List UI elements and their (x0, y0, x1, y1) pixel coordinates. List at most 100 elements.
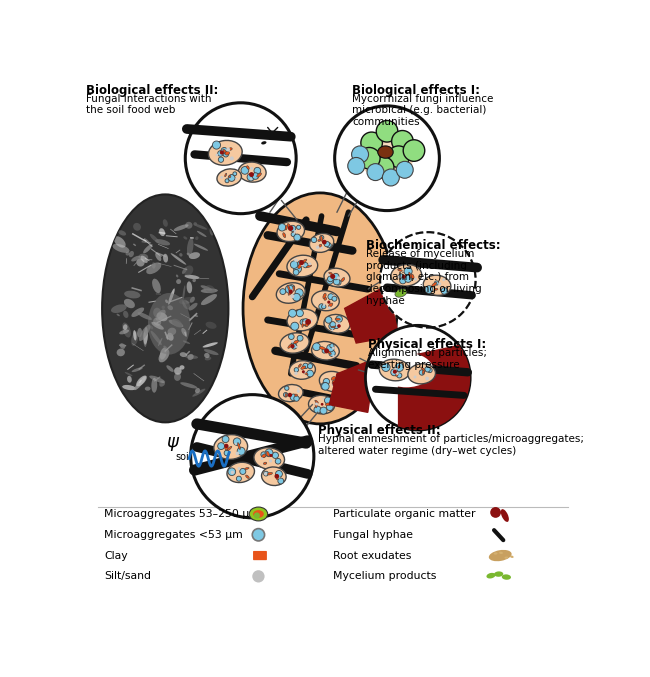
Ellipse shape (311, 341, 339, 360)
Circle shape (396, 161, 413, 178)
Circle shape (228, 468, 236, 475)
Ellipse shape (152, 279, 161, 293)
Circle shape (228, 175, 235, 181)
Circle shape (218, 151, 224, 156)
Circle shape (328, 294, 334, 300)
Ellipse shape (494, 552, 497, 554)
Circle shape (398, 274, 404, 279)
Ellipse shape (380, 359, 410, 381)
Circle shape (337, 276, 340, 280)
Circle shape (237, 447, 245, 455)
Ellipse shape (332, 380, 335, 383)
Ellipse shape (409, 272, 411, 278)
Circle shape (325, 317, 332, 323)
Ellipse shape (421, 367, 425, 371)
Ellipse shape (163, 345, 168, 352)
Ellipse shape (341, 278, 344, 282)
Ellipse shape (205, 285, 215, 294)
Circle shape (237, 476, 241, 481)
Ellipse shape (311, 290, 339, 311)
Circle shape (367, 164, 384, 181)
Circle shape (275, 458, 281, 464)
Circle shape (218, 157, 224, 162)
Ellipse shape (204, 349, 218, 355)
Ellipse shape (276, 283, 306, 303)
Text: Physical effects I:: Physical effects I: (368, 338, 486, 351)
Circle shape (332, 297, 337, 301)
Circle shape (365, 326, 470, 430)
Ellipse shape (124, 299, 135, 308)
Circle shape (247, 173, 255, 181)
Circle shape (224, 443, 229, 448)
Circle shape (222, 436, 229, 443)
Ellipse shape (315, 400, 318, 403)
Polygon shape (398, 343, 470, 430)
Ellipse shape (151, 330, 162, 345)
Ellipse shape (131, 332, 138, 346)
Ellipse shape (229, 175, 231, 178)
Text: Biological effects I:: Biological effects I: (352, 83, 480, 97)
Circle shape (307, 370, 313, 377)
Circle shape (404, 267, 412, 276)
Circle shape (289, 334, 294, 339)
Circle shape (338, 322, 341, 325)
Circle shape (394, 368, 396, 371)
Ellipse shape (285, 393, 287, 397)
Circle shape (332, 381, 338, 387)
Ellipse shape (280, 333, 309, 353)
Ellipse shape (306, 323, 308, 327)
Ellipse shape (127, 376, 132, 383)
Ellipse shape (123, 311, 129, 318)
Circle shape (326, 404, 333, 410)
Circle shape (490, 507, 501, 518)
Ellipse shape (486, 573, 495, 579)
Circle shape (303, 321, 306, 324)
Ellipse shape (329, 272, 332, 274)
Circle shape (285, 285, 294, 293)
Circle shape (393, 370, 397, 374)
Circle shape (352, 146, 369, 163)
Ellipse shape (184, 265, 193, 276)
Ellipse shape (201, 285, 212, 290)
Circle shape (388, 146, 410, 167)
Ellipse shape (183, 236, 187, 240)
Circle shape (291, 345, 294, 348)
Ellipse shape (125, 372, 133, 376)
Text: Biochemical effects:: Biochemical effects: (366, 239, 501, 252)
Ellipse shape (502, 574, 511, 580)
Ellipse shape (185, 275, 200, 279)
Ellipse shape (119, 330, 129, 334)
Text: Fungal hyphae: Fungal hyphae (333, 530, 413, 540)
Ellipse shape (320, 236, 322, 241)
Circle shape (301, 263, 305, 267)
Circle shape (296, 346, 298, 348)
Circle shape (223, 152, 229, 157)
Circle shape (327, 301, 330, 304)
Ellipse shape (510, 555, 514, 558)
Circle shape (396, 372, 398, 375)
Ellipse shape (229, 148, 232, 150)
Circle shape (276, 471, 282, 477)
Ellipse shape (494, 571, 503, 577)
Ellipse shape (158, 338, 162, 346)
Ellipse shape (112, 244, 129, 253)
Ellipse shape (162, 305, 165, 309)
Ellipse shape (131, 256, 140, 261)
Ellipse shape (111, 305, 127, 313)
Circle shape (269, 459, 272, 462)
Ellipse shape (246, 166, 249, 169)
Circle shape (230, 156, 234, 160)
Ellipse shape (278, 385, 303, 401)
Circle shape (299, 260, 304, 265)
Circle shape (274, 474, 279, 479)
Ellipse shape (162, 219, 168, 227)
Circle shape (335, 322, 339, 326)
Ellipse shape (114, 236, 125, 248)
Ellipse shape (262, 454, 266, 458)
Ellipse shape (302, 259, 307, 263)
Circle shape (291, 343, 296, 347)
Circle shape (372, 156, 394, 178)
Ellipse shape (298, 364, 302, 368)
Text: Alignment of particles;
exerting pressure: Alignment of particles; exerting pressur… (368, 349, 487, 370)
Ellipse shape (332, 376, 335, 380)
